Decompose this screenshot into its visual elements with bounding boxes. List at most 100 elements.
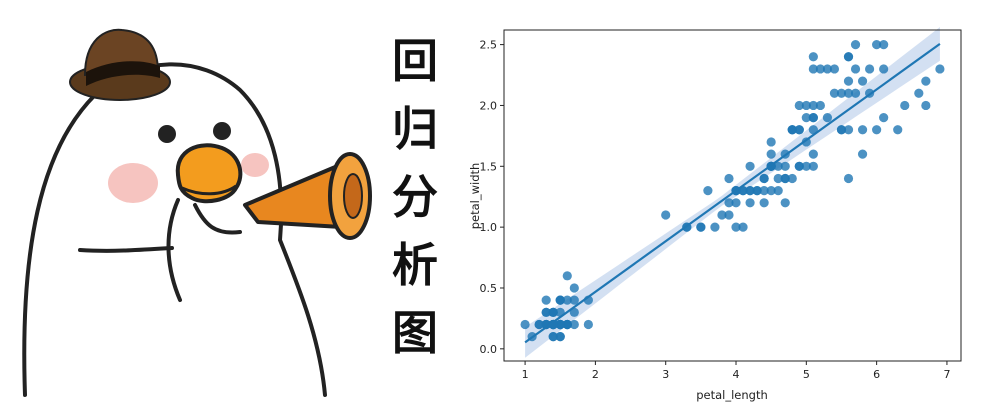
data-point — [717, 210, 727, 220]
data-point — [893, 125, 903, 135]
title-char-4: 析 — [392, 238, 438, 292]
data-point — [759, 186, 769, 196]
data-point — [773, 161, 783, 171]
x-tick-label: 4 — [733, 368, 740, 381]
data-point — [801, 113, 811, 123]
data-point — [857, 76, 868, 86]
data-point — [921, 76, 931, 86]
data-point — [808, 113, 818, 123]
data-point — [850, 40, 861, 50]
data-point — [562, 319, 572, 330]
data-point — [534, 319, 544, 330]
data-point — [780, 173, 790, 184]
data-point — [555, 295, 565, 305]
data-point — [745, 198, 755, 208]
data-point — [801, 161, 811, 171]
duck-illustration: 回 归 分 析 图 — [22, 28, 438, 397]
data-point — [696, 222, 706, 232]
data-point — [794, 125, 804, 135]
data-point — [850, 88, 861, 98]
data-point — [787, 125, 797, 135]
y-tick-label: 1.0 — [480, 221, 498, 234]
data-point — [724, 210, 734, 220]
y-axis-label: petal_width — [468, 163, 482, 230]
data-point — [836, 88, 847, 98]
data-point — [745, 161, 755, 171]
data-point — [555, 319, 565, 330]
data-point — [808, 100, 818, 111]
data-point — [787, 173, 797, 184]
data-point — [843, 173, 854, 184]
plot-frame — [503, 29, 962, 362]
data-point — [661, 210, 671, 220]
left-eye-icon — [158, 125, 176, 143]
x-tick-label: 1 — [522, 368, 529, 381]
y-tick-label: 0.5 — [480, 282, 498, 295]
data-point — [865, 64, 875, 74]
data-point — [541, 295, 551, 305]
regression-line — [524, 42, 941, 344]
data-point — [780, 198, 790, 208]
data-point — [801, 100, 811, 111]
y-tick-label: 2.0 — [480, 99, 498, 112]
data-point — [829, 64, 840, 74]
data-point — [766, 137, 776, 147]
data-point — [583, 319, 593, 330]
data-point — [836, 125, 847, 135]
data-point — [850, 64, 861, 74]
data-point — [703, 186, 713, 196]
data-point — [879, 64, 889, 74]
data-point — [548, 332, 558, 342]
data-point — [857, 149, 868, 159]
data-point — [541, 307, 551, 317]
title-char-5: 图 — [392, 306, 438, 360]
data-point — [822, 64, 833, 74]
x-tick-label: 7 — [943, 368, 950, 381]
x-tick-label: 2 — [592, 368, 599, 381]
data-point — [773, 186, 783, 196]
title-char-3: 分 — [392, 170, 438, 224]
x-tick-label: 5 — [803, 368, 810, 381]
data-point — [562, 271, 572, 281]
data-point — [766, 186, 776, 196]
data-point — [731, 198, 741, 208]
data-point — [794, 100, 804, 111]
regression-chart: 1 2 3 4 5 6 7 0.0 0.5 1.0 1.5 2.0 2.5 petal_length p… — [468, 27, 962, 402]
blush-icon — [241, 153, 269, 177]
data-point — [935, 64, 945, 74]
data-point — [569, 295, 579, 305]
data-point — [843, 76, 854, 86]
y-tick-label: 1.5 — [480, 160, 498, 173]
data-point — [872, 125, 882, 135]
title-char-1: 回 — [392, 34, 438, 88]
x-tick-label: 6 — [873, 368, 880, 381]
data-point — [822, 113, 833, 123]
data-point — [724, 173, 734, 184]
data-point — [745, 186, 755, 196]
beak-icon — [175, 143, 243, 204]
data-point — [766, 149, 776, 159]
data-point — [569, 319, 579, 330]
data-point — [808, 64, 818, 74]
data-point — [759, 198, 769, 208]
data-point — [569, 283, 579, 293]
data-point — [808, 149, 818, 159]
data-point — [548, 307, 558, 317]
y-tick-label: 2.5 — [480, 39, 498, 52]
data-point — [815, 64, 825, 74]
data-point — [914, 88, 924, 98]
duck-body — [22, 62, 327, 397]
right-eye-icon — [213, 122, 231, 140]
blush-icon — [108, 163, 158, 203]
x-tick-label: 3 — [662, 368, 669, 381]
data-point — [520, 319, 530, 330]
data-point — [829, 88, 840, 98]
data-point — [555, 332, 565, 342]
data-point — [724, 198, 734, 208]
title-char-2: 归 — [392, 102, 438, 156]
data-point — [710, 222, 720, 232]
data-point — [921, 100, 931, 111]
data-point — [773, 173, 783, 184]
data-point — [815, 100, 825, 111]
x-axis-label: petal_length — [696, 388, 768, 402]
